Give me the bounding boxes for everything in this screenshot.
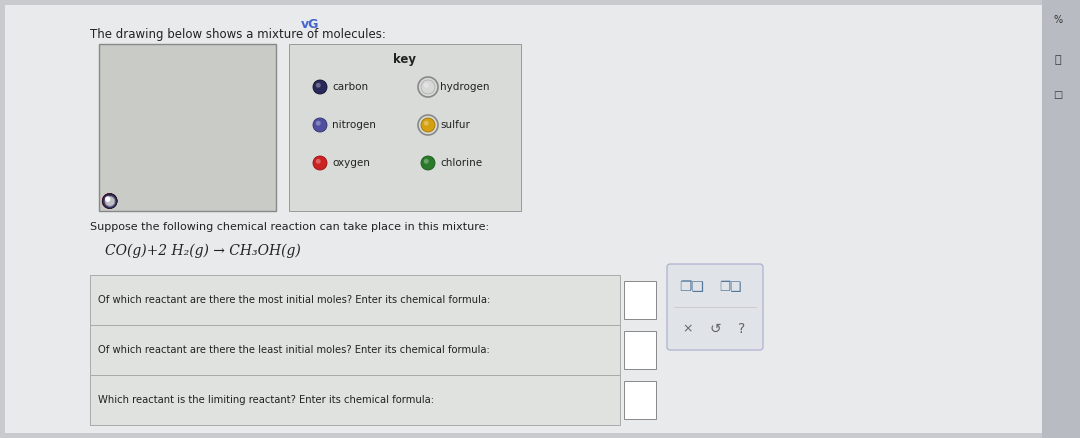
Circle shape: [105, 196, 114, 206]
Circle shape: [106, 198, 110, 201]
Circle shape: [103, 194, 117, 208]
Circle shape: [103, 194, 117, 208]
Bar: [1042, 0, 1080, 438]
FancyBboxPatch shape: [90, 325, 620, 375]
Text: chlorine: chlorine: [440, 158, 482, 168]
Circle shape: [315, 83, 321, 88]
Text: ?: ?: [739, 322, 745, 336]
Circle shape: [105, 196, 110, 201]
Circle shape: [105, 196, 114, 205]
Circle shape: [105, 196, 114, 206]
Text: vG: vG: [301, 18, 320, 31]
FancyBboxPatch shape: [624, 331, 656, 369]
FancyBboxPatch shape: [289, 44, 521, 211]
FancyBboxPatch shape: [90, 275, 620, 325]
Text: oxygen: oxygen: [332, 158, 369, 168]
Text: Of which reactant are there the most initial moles? Enter its chemical formula:: Of which reactant are there the most ini…: [98, 295, 490, 305]
Circle shape: [107, 198, 110, 201]
Text: %: %: [1053, 15, 1063, 25]
Circle shape: [423, 83, 429, 88]
Text: Of which reactant are there the least initial moles? Enter its chemical formula:: Of which reactant are there the least in…: [98, 345, 489, 355]
Circle shape: [105, 197, 110, 202]
Circle shape: [105, 197, 110, 201]
FancyBboxPatch shape: [99, 44, 276, 211]
Circle shape: [103, 194, 117, 208]
Text: Which reactant is the limiting reactant? Enter its chemical formula:: Which reactant is the limiting reactant?…: [98, 395, 434, 405]
Text: CO(g)+2 H₂(g) → CH₃OH(g): CO(g)+2 H₂(g) → CH₃OH(g): [105, 244, 300, 258]
Text: The drawing below shows a mixture of molecules:: The drawing below shows a mixture of mol…: [90, 28, 386, 41]
Text: ❐❑: ❐❑: [719, 280, 741, 293]
Text: ⌛: ⌛: [1055, 55, 1062, 65]
Circle shape: [107, 198, 110, 201]
Circle shape: [313, 118, 327, 132]
Text: ×: ×: [683, 322, 693, 336]
Circle shape: [106, 196, 110, 201]
FancyBboxPatch shape: [624, 381, 656, 419]
Circle shape: [106, 198, 110, 201]
FancyBboxPatch shape: [90, 375, 620, 425]
Circle shape: [423, 121, 429, 126]
Circle shape: [107, 198, 110, 201]
Circle shape: [107, 198, 110, 201]
Circle shape: [105, 196, 110, 201]
Circle shape: [107, 198, 110, 201]
Circle shape: [106, 198, 110, 201]
Circle shape: [105, 196, 110, 201]
Circle shape: [103, 194, 117, 208]
Text: Suppose the following chemical reaction can take place in this mixture:: Suppose the following chemical reaction …: [90, 222, 489, 232]
Circle shape: [313, 156, 327, 170]
Text: □: □: [1053, 90, 1063, 100]
Circle shape: [421, 118, 435, 132]
Circle shape: [107, 198, 110, 201]
Text: sulfur: sulfur: [440, 120, 470, 130]
Circle shape: [105, 196, 114, 205]
Circle shape: [315, 159, 321, 164]
FancyBboxPatch shape: [624, 281, 656, 319]
Text: ❐❑: ❐❑: [679, 280, 704, 294]
Circle shape: [421, 80, 435, 94]
Circle shape: [105, 196, 114, 206]
Circle shape: [105, 196, 114, 206]
Circle shape: [423, 159, 429, 164]
Circle shape: [315, 121, 321, 126]
Circle shape: [105, 197, 110, 202]
Circle shape: [103, 194, 117, 208]
Circle shape: [103, 194, 117, 208]
Circle shape: [105, 197, 110, 201]
Text: nitrogen: nitrogen: [332, 120, 376, 130]
FancyBboxPatch shape: [667, 264, 762, 350]
Circle shape: [105, 196, 114, 205]
Text: carbon: carbon: [332, 82, 368, 92]
Text: key: key: [393, 53, 417, 66]
FancyBboxPatch shape: [5, 5, 1075, 433]
Circle shape: [103, 194, 117, 208]
Circle shape: [103, 194, 117, 208]
Circle shape: [105, 196, 114, 206]
Circle shape: [421, 156, 435, 170]
Text: ↺: ↺: [710, 322, 720, 336]
Text: hydrogen: hydrogen: [440, 82, 489, 92]
Circle shape: [313, 80, 327, 94]
Circle shape: [105, 196, 114, 206]
